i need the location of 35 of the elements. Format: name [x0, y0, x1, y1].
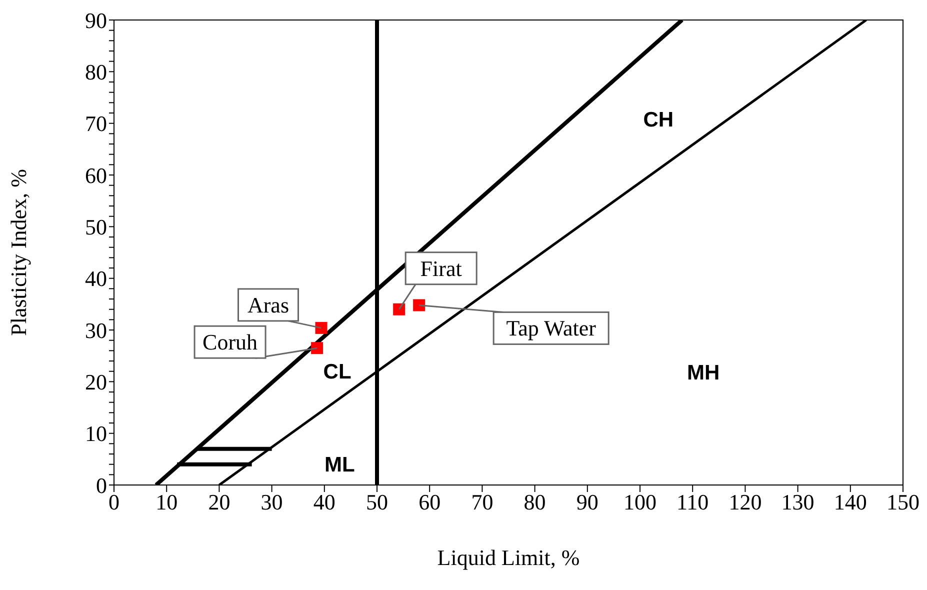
x-tick-label: 70 [471, 490, 494, 515]
x-tick-label: 150 [886, 490, 920, 515]
y-tick-label: 10 [85, 421, 107, 446]
y-tick-label: 70 [85, 111, 107, 136]
x-tick-label: 120 [728, 490, 762, 515]
annotation: ML [324, 454, 355, 477]
y-tick-label: 30 [85, 318, 107, 343]
annotation: Tap Water [506, 316, 597, 341]
annotation: CH [643, 108, 674, 132]
x-axis-title: Liquid Limit, % [437, 545, 580, 570]
x-tick-label: 130 [781, 490, 814, 515]
y-tick-label: 60 [85, 162, 107, 188]
x-tick-label: 140 [834, 490, 867, 515]
annotation: Firat [420, 256, 462, 281]
x-tick-label: 90 [576, 490, 598, 515]
x-tick-label: 40 [313, 490, 336, 515]
annotation: Coruh [202, 330, 258, 355]
x-tick-label: 10 [156, 490, 178, 515]
x-tick-label: 100 [624, 490, 656, 515]
x-tick-label: 110 [676, 490, 709, 515]
annotation: Aras [247, 292, 290, 318]
y-tick-label: 40 [85, 266, 107, 292]
y-axis-title: Plasticity Index, % [6, 169, 31, 336]
y-tick-label: 50 [85, 214, 107, 240]
x-tick-label: 80 [524, 490, 546, 515]
y-tick-label: 90 [85, 8, 107, 33]
y-tick-label: 0 [96, 472, 107, 498]
x-tick-label: 60 [418, 490, 441, 515]
x-tick-label: 30 [260, 490, 283, 515]
annotation: CL [323, 360, 352, 384]
x-tick-label: 20 [208, 490, 230, 515]
annotation: MH [687, 361, 720, 384]
x-tick-label: 50 [366, 490, 388, 515]
y-tick-label: 80 [85, 59, 107, 84]
y-tick-label: 20 [85, 369, 107, 394]
